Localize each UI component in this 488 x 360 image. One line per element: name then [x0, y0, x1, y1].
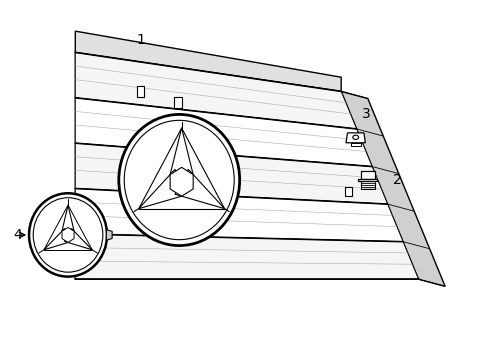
- Polygon shape: [75, 234, 418, 279]
- Ellipse shape: [352, 135, 358, 139]
- Polygon shape: [75, 98, 371, 167]
- Polygon shape: [75, 31, 341, 91]
- Polygon shape: [175, 169, 224, 209]
- Ellipse shape: [28, 192, 108, 278]
- Polygon shape: [75, 53, 418, 279]
- Polygon shape: [168, 128, 195, 182]
- Polygon shape: [139, 169, 188, 209]
- Polygon shape: [344, 188, 351, 196]
- Polygon shape: [174, 98, 181, 108]
- Text: 3: 3: [361, 107, 370, 121]
- Polygon shape: [75, 189, 402, 242]
- Polygon shape: [358, 179, 376, 181]
- Polygon shape: [360, 171, 374, 179]
- Polygon shape: [350, 143, 360, 145]
- Text: 2: 2: [392, 173, 401, 187]
- Polygon shape: [61, 205, 75, 235]
- Polygon shape: [137, 86, 144, 97]
- Polygon shape: [75, 53, 356, 129]
- Polygon shape: [170, 167, 193, 196]
- Text: 1: 1: [136, 33, 145, 47]
- Polygon shape: [106, 230, 112, 240]
- Ellipse shape: [34, 199, 102, 271]
- Text: 4: 4: [13, 228, 22, 242]
- Polygon shape: [346, 133, 365, 143]
- Ellipse shape: [119, 114, 239, 246]
- Polygon shape: [75, 143, 387, 204]
- Polygon shape: [341, 91, 444, 286]
- Polygon shape: [62, 228, 74, 242]
- Polygon shape: [44, 229, 71, 250]
- Polygon shape: [64, 229, 92, 250]
